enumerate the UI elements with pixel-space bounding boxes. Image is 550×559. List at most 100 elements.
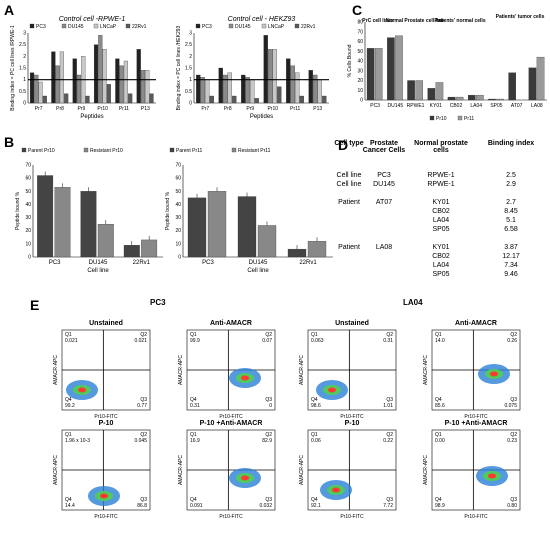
flow-plot-title: P-10 — [99, 420, 114, 427]
quadrant-q3-label: Q3 — [510, 497, 517, 503]
quadrant-q3-value: 0.032 — [259, 503, 272, 509]
quadrant-q4-value: 98.9 — [435, 503, 445, 509]
quadrant-q3-value: 0.80 — [507, 503, 517, 509]
bar — [123, 60, 128, 104]
flow-y-axis-label: AMACR-APC — [423, 455, 429, 485]
y-axis-label: Binding index = PC cell lines /HEK293 — [176, 25, 182, 110]
flow-x-axis-label: Pr10-FITC — [94, 414, 118, 420]
legend-entry: DU145 — [235, 24, 251, 30]
y-tick-label: 2.5 — [19, 42, 26, 48]
quadrant-q4-value: 99.2 — [65, 403, 75, 409]
quadrant-q2-label: Q2 — [265, 432, 272, 438]
y-axis-label: Binding index = PC cell lines /RPWE-1 — [10, 25, 16, 111]
x-tick-label: LA08 — [531, 103, 543, 109]
quadrant-q1-value: 16.9 — [190, 438, 200, 444]
table-cell: RPWE-1 — [427, 172, 455, 179]
quadrant-q2-label: Q2 — [265, 332, 272, 338]
x-tick-label: SP05 — [490, 103, 502, 109]
x-tick-label: DU145 — [89, 260, 108, 266]
panel-a-letter: A — [4, 2, 15, 18]
table-header-cell: Cell type — [334, 140, 364, 147]
y-tick-label: 50 — [25, 189, 31, 195]
group-label: Patients' normal cells — [434, 18, 485, 24]
legend-entry: LNCaP — [100, 24, 117, 30]
quadrant-q1-label: Q1 — [65, 432, 72, 438]
x-tick-label: 22Rv1 — [299, 260, 317, 266]
bar — [218, 67, 223, 104]
chart-a-rpwe1: 0 0.5 1 1.5 2 2.5 3 Pr7 Pr8 Pr9 Pr10 Pr11 P13 Binding… — [10, 16, 156, 120]
y-tick-label: 0.5 — [19, 89, 26, 95]
panel-b-letter: B — [4, 134, 15, 150]
legend-swatch — [169, 147, 175, 153]
quadrant-q3-label: Q3 — [140, 497, 147, 503]
bar — [85, 95, 90, 104]
legend-entry: 22Rv1 — [301, 24, 316, 30]
bar — [29, 72, 35, 104]
y-tick-label: 50 — [357, 49, 363, 55]
x-tick-label: Pr9 — [77, 106, 85, 112]
table-cell: RPWE-1 — [427, 181, 455, 188]
legend-swatch — [21, 147, 27, 153]
x-tick-label: PC3 — [202, 260, 214, 266]
table-cell: PC3 — [377, 172, 391, 179]
bar — [290, 65, 295, 104]
legend-swatch — [294, 23, 300, 29]
x-tick-label: Pr7 — [201, 106, 209, 112]
bar — [322, 95, 327, 104]
table-cell: SP05 — [432, 271, 450, 278]
y-tick-label: 1 — [189, 77, 192, 83]
flow-x-axis-label: Pr10-FITC — [464, 414, 488, 420]
flow-plot-title: P-10 +Anti-AMACR — [445, 420, 508, 427]
quadrant-q3-value: 7.72 — [383, 503, 393, 509]
legend-entry: Resistant Pr11 — [238, 148, 271, 154]
bar — [295, 72, 300, 104]
bar — [308, 70, 313, 104]
quadrant-q2-label: Q2 — [510, 432, 517, 438]
y-axis-label: % Cells Bound — [347, 44, 353, 77]
cell-population-core — [241, 375, 249, 381]
bar — [227, 72, 232, 104]
flow-plot-title: P-10 — [345, 420, 360, 427]
quadrant-q3-label: Q3 — [386, 497, 393, 503]
quadrant-q1-value: 0.00 — [435, 438, 445, 444]
x-tick-label: P13 — [313, 106, 322, 112]
bar — [415, 80, 423, 101]
quadrant-q1-label: Q1 — [311, 332, 318, 338]
y-tick-label: 2 — [23, 54, 26, 60]
table-cell: Patient — [338, 244, 360, 251]
flow-plot-title: Unstained — [89, 320, 123, 327]
y-tick-label: 0 — [28, 255, 31, 261]
table-cell: LA04 — [432, 217, 450, 224]
x-tick-label: KY01 — [430, 103, 442, 109]
quadrant-q4-value: 0.091 — [190, 503, 203, 509]
bar — [140, 70, 146, 104]
legend-entry: Parent Pr10 — [28, 148, 55, 154]
y-tick-label: 40 — [175, 202, 181, 208]
bar — [106, 84, 111, 104]
legend-entry: DU145 — [68, 24, 84, 30]
x-tick-label: CB02 — [450, 103, 463, 109]
y-tick-label: 0 — [360, 98, 363, 104]
y-tick-label: 3 — [23, 31, 26, 37]
quadrant-q3-value: 86.8 — [137, 503, 147, 509]
x-tick-label: Pr8 — [56, 106, 64, 112]
table-cell: 2.7 — [506, 199, 516, 206]
x-tick-label: LA04 — [470, 103, 482, 109]
y-tick-label: 10 — [25, 241, 31, 247]
quadrant-q1-label: Q1 — [190, 332, 197, 338]
quadrant-q1-label: Q1 — [65, 332, 72, 338]
table-cell: 9.46 — [504, 271, 518, 278]
quadrant-q4-label: Q4 — [190, 397, 197, 403]
x-axis-label: Cell line — [87, 268, 109, 274]
flow-y-axis-label: AMACR-APC — [53, 355, 59, 385]
legend-swatch — [261, 23, 267, 29]
bar — [200, 77, 205, 104]
x-tick-label: AT07 — [511, 103, 523, 109]
quadrant-q4-value: 0.31 — [190, 403, 200, 409]
bar — [241, 74, 246, 104]
table-header-cell: Prostate Cancer Cells — [362, 140, 406, 154]
y-axis-label: Peptide bound % — [165, 191, 171, 230]
panel-e-letter: E — [30, 297, 40, 313]
quadrant-q1-value: 0.063 — [311, 338, 324, 344]
